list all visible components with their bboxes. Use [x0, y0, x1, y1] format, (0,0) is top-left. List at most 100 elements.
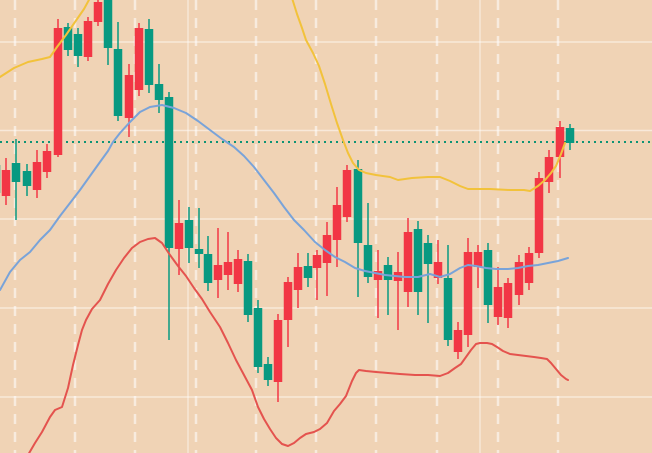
- lower-band-line: [28, 237, 569, 453]
- candle-body: [223, 262, 233, 275]
- candle-body: [154, 84, 164, 100]
- candle-down: [373, 250, 383, 318]
- candle-down: [322, 222, 332, 296]
- candle-down: [514, 255, 524, 305]
- candle-body: [423, 243, 433, 264]
- candle-body: [403, 232, 413, 292]
- candle-down: [463, 238, 473, 347]
- candle-down: [544, 150, 554, 193]
- middle-band-line: [0, 104, 569, 291]
- candle-up: [443, 245, 453, 346]
- candle-down: [134, 23, 144, 96]
- candle-body: [93, 2, 103, 22]
- candle-down: [223, 232, 233, 290]
- candle-body: [383, 265, 393, 280]
- candle-body: [565, 128, 575, 143]
- candle-up: [103, 0, 113, 65]
- candle-down: [32, 150, 42, 198]
- candle-up: [144, 19, 154, 93]
- candle-down: [293, 253, 303, 308]
- candle-down: [453, 322, 463, 359]
- candle-down: [283, 277, 293, 347]
- candle-body: [11, 163, 21, 182]
- candle-body: [243, 261, 253, 315]
- candle-down: [332, 187, 342, 267]
- candle-body: [493, 287, 503, 317]
- candle-down: [93, 0, 103, 26]
- candle-up: [11, 139, 21, 220]
- upper-band-line: [0, 0, 91, 78]
- candle-body: [263, 364, 273, 380]
- candle-body: [453, 330, 463, 352]
- middle-band: [0, 104, 569, 291]
- candle-down: [53, 19, 63, 157]
- candle-up: [73, 28, 83, 67]
- candle-down: [124, 64, 134, 137]
- candle-body: [524, 253, 534, 283]
- candle-body: [213, 265, 223, 280]
- candle-body: [53, 28, 63, 155]
- candle-up: [113, 22, 123, 121]
- candle-down: [273, 314, 283, 402]
- candle-body: [534, 178, 544, 253]
- candle-down: [493, 267, 503, 325]
- candle-up: [565, 124, 575, 150]
- candle-down: [312, 250, 322, 300]
- candle-down: [503, 278, 513, 328]
- candle-body: [332, 205, 342, 240]
- candle-body: [373, 271, 383, 280]
- candle-up: [423, 235, 433, 323]
- candle-body: [303, 266, 313, 278]
- candle-up: [243, 254, 253, 322]
- candle-body: [134, 28, 144, 90]
- candle-body: [124, 75, 134, 118]
- candle-down: [174, 200, 184, 275]
- candle-body: [555, 127, 565, 157]
- candle-down: [233, 250, 243, 292]
- candle-body: [443, 278, 453, 340]
- candle-body: [63, 27, 73, 50]
- candle-body: [463, 252, 473, 335]
- candle-up: [164, 92, 174, 340]
- candle-body: [103, 0, 113, 48]
- candle-up: [63, 23, 73, 56]
- candle-body: [32, 162, 42, 190]
- candle-down: [213, 228, 223, 298]
- candle-body: [42, 151, 52, 172]
- candle-up: [194, 208, 204, 268]
- candle-body: [203, 254, 213, 283]
- candle-up: [22, 164, 32, 196]
- upper-band-line: [291, 0, 566, 192]
- candle-up: [483, 243, 493, 323]
- upper-band: [0, 0, 566, 192]
- candle-body: [194, 249, 204, 254]
- candle-up: [303, 253, 313, 287]
- candle-down: [42, 144, 52, 178]
- candle-body: [233, 259, 243, 284]
- candle-body: [283, 282, 293, 320]
- candle-up: [184, 207, 194, 263]
- candle-up: [413, 221, 423, 315]
- candle-body: [174, 223, 184, 249]
- candle-body: [433, 262, 443, 278]
- candle-down: [403, 218, 413, 307]
- candle-body: [363, 245, 373, 277]
- candle-body: [83, 21, 93, 57]
- candle-down: [1, 158, 11, 205]
- candle-body: [113, 49, 123, 116]
- candle-body: [312, 255, 322, 268]
- candle-body: [273, 320, 283, 382]
- candle-body: [544, 157, 554, 182]
- candle-up: [203, 236, 213, 291]
- candle-up: [253, 300, 263, 373]
- candle-body: [184, 220, 194, 248]
- candle-body: [293, 267, 303, 290]
- candle-down: [342, 165, 352, 222]
- candle-down: [83, 17, 93, 61]
- candle-body: [164, 97, 174, 248]
- candle-body: [1, 170, 11, 196]
- candle-body: [322, 235, 332, 263]
- candle-up: [363, 203, 373, 283]
